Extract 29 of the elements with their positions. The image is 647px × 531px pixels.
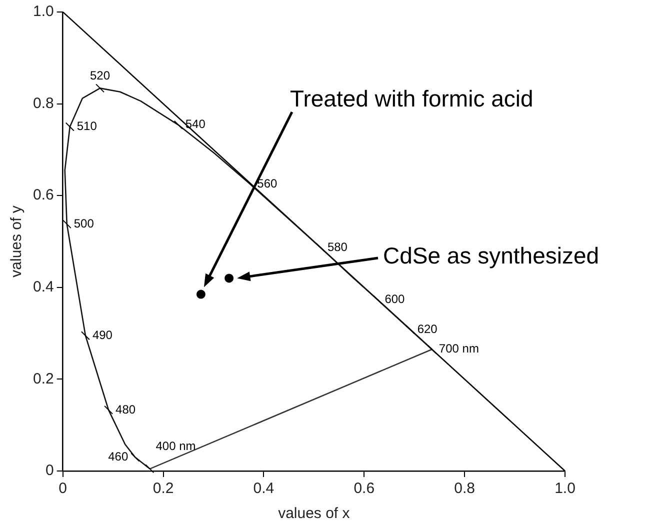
x-tick-label: 0.2 [152, 480, 174, 498]
annotation: 620 [417, 322, 438, 336]
annotation: 560 [257, 176, 278, 190]
y-tick-label: 0.2 [32, 370, 54, 388]
annotation: Treated with formic acid [290, 85, 534, 112]
y-tick-label: 0 [46, 462, 54, 480]
annotation: 480 [116, 402, 136, 416]
annotation: 500 [74, 216, 94, 230]
x-tick-label: 0.4 [253, 480, 274, 498]
annotation: 600 [384, 292, 406, 306]
annotation: 510 [76, 119, 98, 134]
y-tick-label: 0.6 [32, 186, 54, 204]
annotation: 700 nm [438, 342, 479, 356]
x-axis-title: values of x [278, 505, 350, 522]
annotation: 580 [327, 240, 348, 254]
x-tick-label: 0 [58, 480, 68, 498]
y-tick-label: 1.0 [32, 3, 54, 20]
x-tick-label: 0.6 [354, 480, 375, 498]
annotation: CdSe as synthesized [383, 242, 600, 268]
annotation: 400 nm [156, 439, 196, 454]
annotation: 520 [90, 68, 110, 83]
x-tick-label: 1.0 [554, 480, 576, 498]
annotation: 540 [185, 117, 206, 132]
y-tick-label: 0.4 [32, 278, 54, 296]
y-axis-title: values of y [8, 205, 26, 278]
x-tick-label: 0.8 [454, 480, 475, 498]
annotation: 460 [108, 450, 128, 464]
annotation: 490 [92, 328, 113, 342]
y-tick-label: 0.8 [32, 94, 54, 112]
